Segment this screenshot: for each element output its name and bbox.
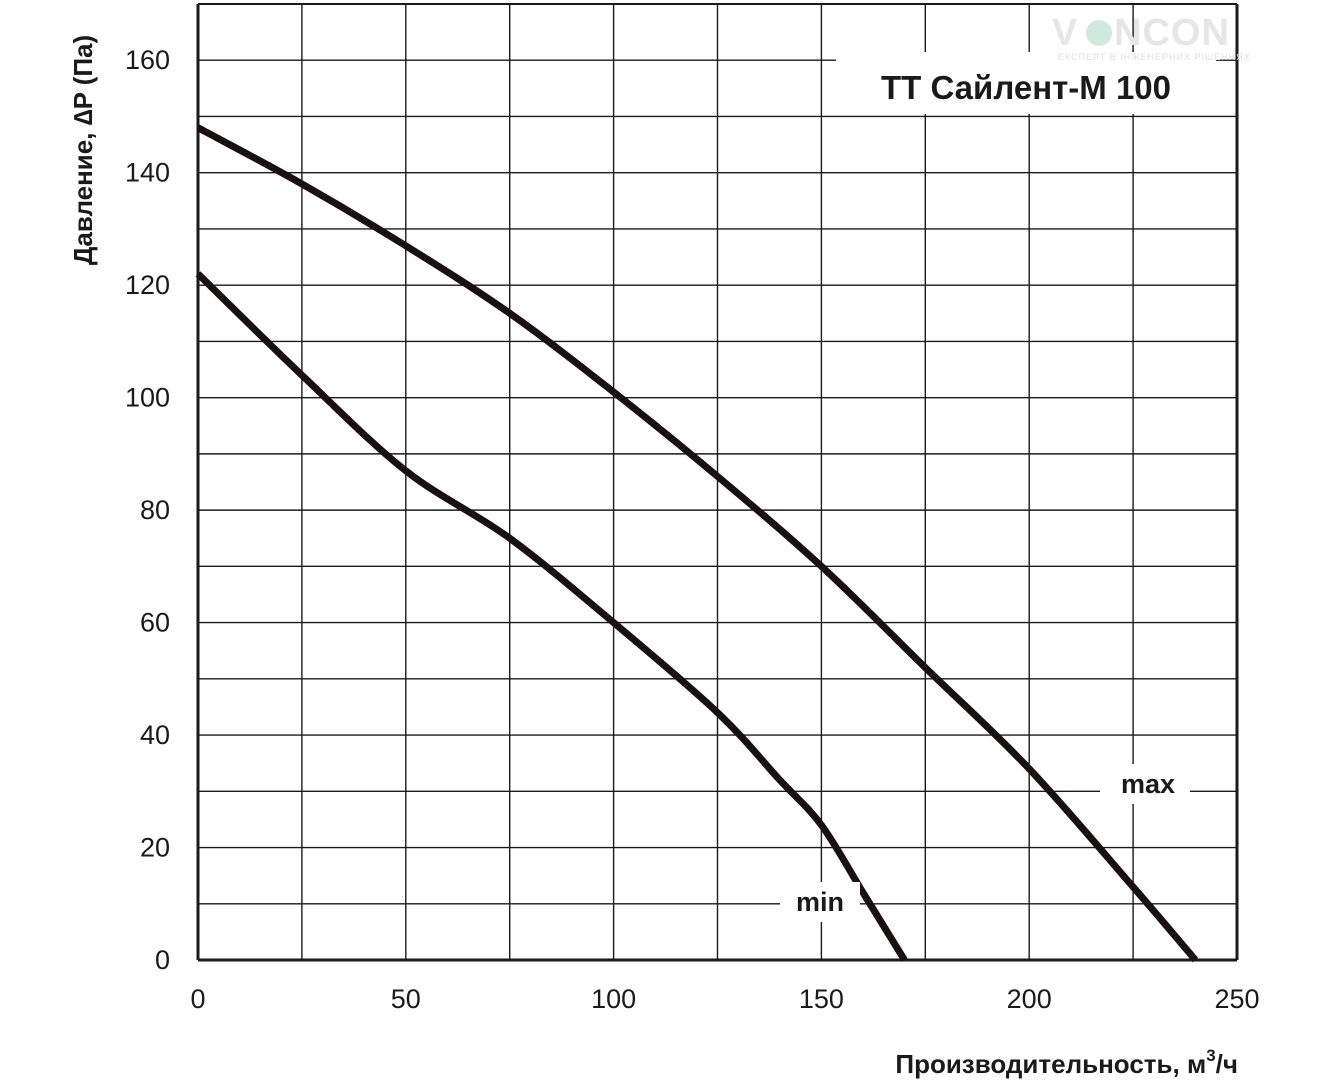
tick-labels: 0 50 100 150 200 250 0 20 40 60 80 100 120 140 160 bbox=[125, 45, 1260, 1014]
y-tick-label: 160 bbox=[125, 45, 170, 75]
logo-letters-ncon: NCON bbox=[1114, 12, 1230, 54]
logo-leaf-icon bbox=[1086, 20, 1112, 46]
max-label-box bbox=[1100, 764, 1190, 804]
y-tick-label: 40 bbox=[140, 720, 170, 750]
x-tick-label: 100 bbox=[591, 984, 636, 1014]
y-tick-label: 20 bbox=[140, 833, 170, 863]
x-tick-label: 0 bbox=[190, 984, 205, 1014]
x-tick-label: 150 bbox=[799, 984, 844, 1014]
min-label-box bbox=[780, 882, 860, 922]
logo-tagline: ЕКСПЕРТ В ІНЖЕНЕРНИХ РІШЕННЯХ bbox=[1058, 52, 1251, 62]
brand-logo: V NCON ЕКСПЕРТ В ІНЖЕНЕРНИХ РІШЕННЯХ bbox=[1052, 12, 1251, 62]
x-axis-title: Производительность, м3/ч bbox=[895, 1046, 1238, 1079]
series-label-max: max bbox=[1121, 769, 1175, 799]
x-axis-title-main: Производительность, м bbox=[895, 1049, 1206, 1079]
x-tick-label: 200 bbox=[1007, 984, 1052, 1014]
x-tick-label: 50 bbox=[391, 984, 421, 1014]
y-tick-label: 80 bbox=[140, 495, 170, 525]
x-axis-title-suffix: /ч bbox=[1216, 1049, 1238, 1079]
chart-title: ТТ Сайлент-М 100 bbox=[881, 69, 1171, 106]
y-tick-label: 140 bbox=[125, 158, 170, 188]
grid bbox=[196, 3, 1239, 962]
series-lines bbox=[195, 124, 1199, 963]
x-axis-title-sup: 3 bbox=[1206, 1046, 1215, 1065]
logo-letter-v: V bbox=[1052, 12, 1078, 54]
y-tick-label: 60 bbox=[140, 608, 170, 638]
y-axis-title: Давление, ∆P (Па) bbox=[68, 35, 98, 265]
y-tick-label: 100 bbox=[125, 383, 170, 413]
x-tick-label: 250 bbox=[1214, 984, 1259, 1014]
series-label-min: min bbox=[796, 887, 844, 917]
series-line-min bbox=[195, 271, 908, 962]
title-box bbox=[836, 52, 1216, 114]
y-tick-label: 0 bbox=[155, 945, 170, 975]
series-line-max bbox=[196, 124, 1199, 963]
y-tick-label: 120 bbox=[125, 270, 170, 300]
